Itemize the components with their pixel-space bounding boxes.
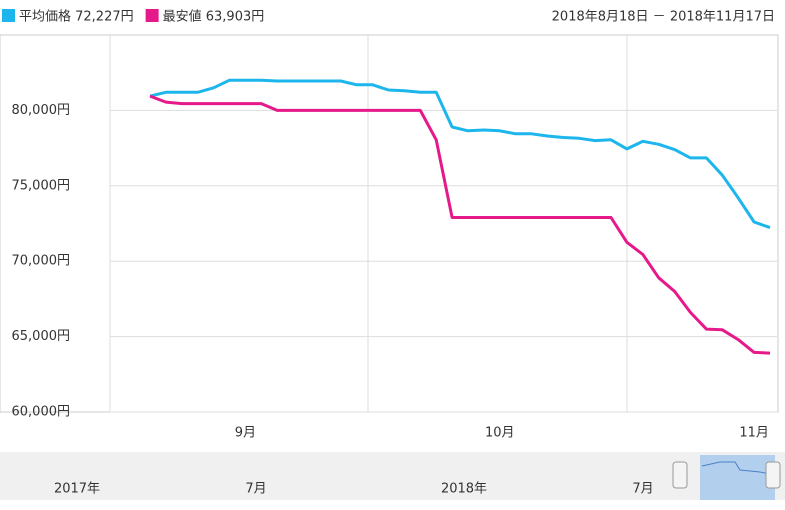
navigator-window[interactable] [700, 455, 775, 500]
series-line [149, 94, 771, 355]
y-tick-label: 65,000円 [12, 329, 71, 344]
y-tick-label: 80,000円 [12, 103, 71, 118]
x-tick-label: 9月 [235, 426, 256, 441]
navigator-label: 7月 [632, 482, 653, 497]
legend-label: 最安値 63,903円 [163, 9, 265, 25]
y-tick-label: 60,000円 [12, 405, 71, 420]
plot-frame [0, 34, 779, 413]
navigator-label: 7月 [245, 482, 266, 497]
navigator-line [701, 461, 776, 476]
legend-swatch [145, 9, 159, 22]
legend-swatch [2, 9, 15, 22]
x-tick-label: 11月 [739, 426, 769, 441]
navigator-label: 2017年 [54, 482, 100, 497]
date-range: 2018年8月18日 － 2018年11月17日 [552, 10, 775, 25]
navigator-handle[interactable] [672, 461, 688, 489]
navigator [0, 452, 785, 500]
navigator-label: 2018年 [441, 482, 487, 497]
y-tick-label: 75,000円 [12, 178, 71, 193]
series-line [149, 78, 771, 230]
x-tick-label: 10月 [485, 426, 515, 441]
y-tick-label: 70,000円 [12, 254, 71, 269]
legend-label: 平均価格 72,227円 [19, 9, 134, 25]
navigator-handle[interactable] [765, 461, 781, 489]
